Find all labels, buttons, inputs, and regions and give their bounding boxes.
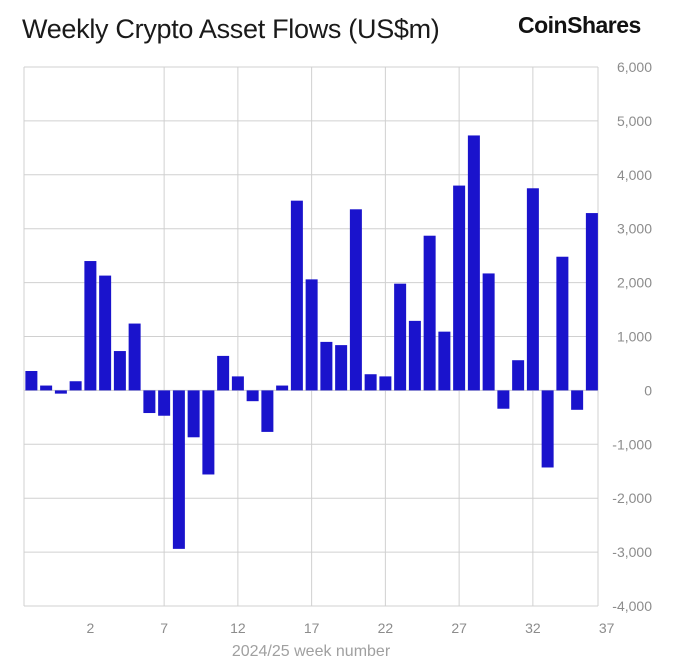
bar [99,275,112,391]
bar [571,390,584,410]
bar [128,323,141,391]
bar [349,209,362,391]
y-tick-label: 6,000 [617,59,652,75]
bar [261,390,274,432]
bar [172,390,185,549]
y-tick-label: 5,000 [617,113,652,129]
bar [187,390,200,438]
bars [25,135,598,549]
x-tick-label: 2 [86,620,94,636]
bar [54,390,67,394]
bar [40,385,53,391]
x-tick-label: 37 [599,620,615,636]
y-tick-label: 4,000 [617,167,652,183]
bar [25,371,38,391]
y-tick-label: 1,000 [617,329,652,345]
bar [246,390,259,402]
bar [276,385,289,391]
x-tick-label: 27 [451,620,467,636]
x-tick-label: 22 [378,620,394,636]
bar [497,390,510,409]
y-tick-label: -3,000 [612,544,652,560]
bar [394,283,407,391]
bar [305,279,318,391]
bar [143,390,156,414]
y-axis-ticks: 6,000 5,000 4,000 3,000 2,000 1,000 0 -1,000 -2,… [612,59,652,614]
bar [113,351,126,391]
bar [585,213,598,391]
bar [526,188,539,391]
bar [423,235,436,391]
bar [379,376,392,391]
bar [202,390,215,475]
y-tick-label: -4,000 [612,598,652,614]
bar [84,261,97,391]
bar [408,320,421,391]
bar [541,390,554,468]
x-tick-label: 7 [160,620,168,636]
bar [512,360,525,391]
x-tick-label: 12 [230,620,246,636]
bar [290,200,303,391]
y-tick-label: -1,000 [612,436,652,452]
bar [231,376,244,391]
y-tick-label: 2,000 [617,275,652,291]
bar [467,135,480,391]
y-tick-label: -2,000 [612,490,652,506]
y-tick-label: 3,000 [617,221,652,237]
bar [69,381,82,391]
brand-logo: CoinShares [518,12,641,38]
bar [217,355,230,391]
y-tick-label: 0 [644,382,652,398]
x-tick-label: 32 [525,620,541,636]
bar [335,345,348,391]
x-axis-ticks: 2 7 12 17 22 27 32 37 [86,620,614,636]
bar [556,256,569,391]
x-tick-label: 17 [304,620,320,636]
chart-title: Weekly Crypto Asset Flows (US$m) [22,14,440,44]
bar [438,331,451,391]
bar [364,374,377,391]
bar [482,273,495,391]
bar [158,390,171,416]
bar [320,341,333,391]
x-axis-label: 2024/25 week number [232,643,391,660]
bar [453,185,466,391]
